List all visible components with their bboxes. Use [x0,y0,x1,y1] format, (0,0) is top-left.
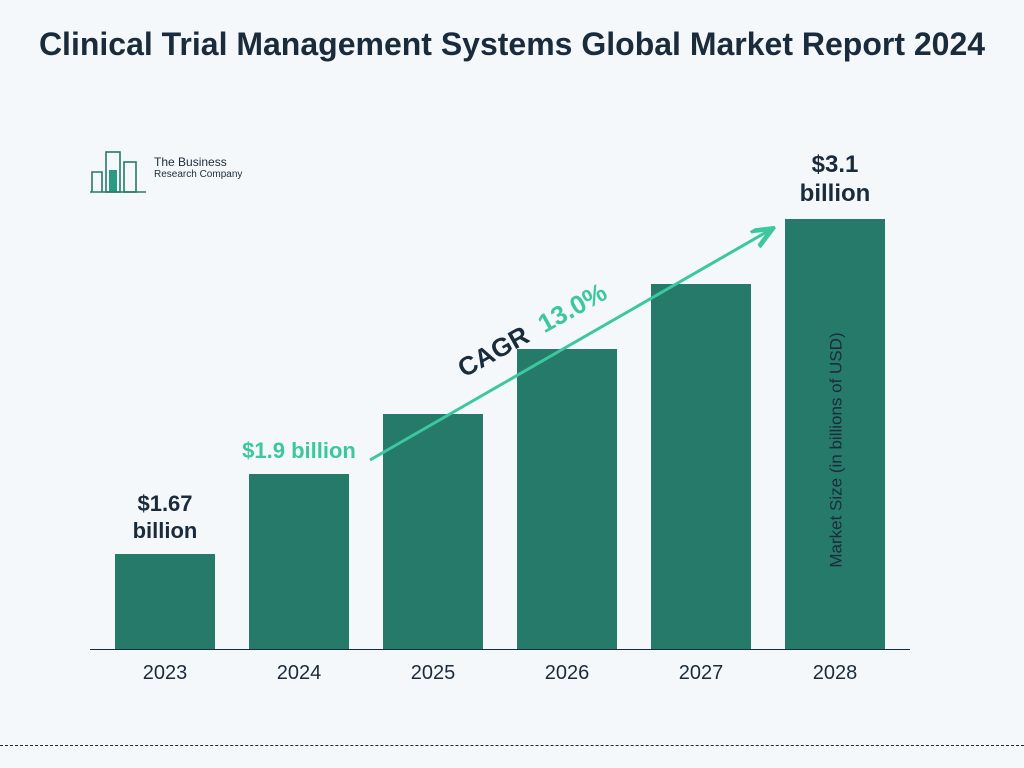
brand-text-line1: The Business [154,156,242,169]
x-axis-label: 2024 [239,662,359,685]
plot-area: $1.67 billion$1.9 billion$3.1 billion CA… [90,210,910,650]
bar [249,474,349,649]
x-axis-label: 2027 [641,662,761,685]
bar-chart: $1.67 billion$1.9 billion$3.1 billion CA… [80,210,920,690]
bar [517,349,617,649]
buildings-icon [90,142,148,194]
brand-text-line2: Research Company [154,169,242,180]
bar-slot [373,210,493,649]
bar [651,284,751,649]
bar-slot: $1.9 billion [239,210,359,649]
bar-value-label: $1.9 billion [239,438,359,464]
bar [115,554,215,649]
brand-logo: The Business Research Company [90,142,242,194]
bars-container: $1.67 billion$1.9 billion$3.1 billion [90,210,910,649]
bar-slot [507,210,627,649]
x-axis-label: 2028 [775,662,895,685]
x-axis-label: 2026 [507,662,627,685]
x-axis-label: 2025 [373,662,493,685]
bar-value-label: $3.1 billion [775,151,895,209]
bar-value-label: $1.67 billion [105,491,225,544]
brand-text: The Business Research Company [154,156,242,180]
bar [383,414,483,649]
bar-slot: $1.67 billion [105,210,225,649]
footer-divider [0,745,1024,746]
chart-title: Clinical Trial Management Systems Global… [0,0,1024,64]
y-axis-label: Market Size (in billions of USD) [826,332,846,567]
x-axis-label: 2023 [105,662,225,685]
bar-slot [641,210,761,649]
x-axis-labels: 2023 2024 2025 2026 2027 2028 [90,662,910,685]
